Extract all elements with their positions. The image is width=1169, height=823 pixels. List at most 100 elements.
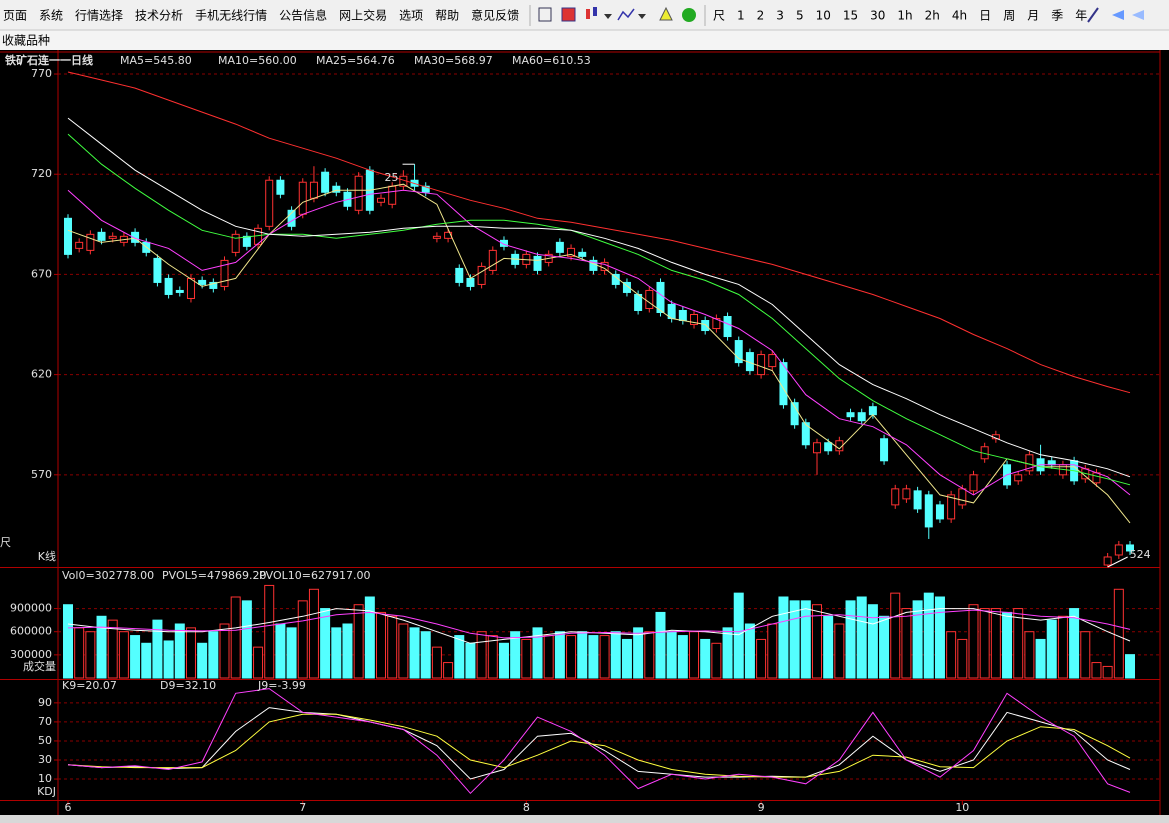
volume-bar [118,631,129,679]
volume-bar [968,604,979,679]
panel-label: 成交量 [23,659,56,673]
y-tick-label: 10 [38,772,52,785]
volume-bar [990,608,1001,679]
volume-bar [163,640,174,679]
volume-bar [174,623,185,679]
legend-entry: PVOL10=627917.00 [259,569,370,582]
candle-body [488,249,497,271]
icon[interactable] [586,9,590,19]
volume-bar [946,631,957,679]
volume-bar [85,631,96,679]
candle-body [153,257,162,283]
candle-body [902,488,911,500]
menu-item[interactable]: 意见反馈 [471,8,519,23]
period-button[interactable]: 30 [870,9,885,23]
period-button[interactable]: 15 [843,9,858,23]
y-tick-label: 300000 [10,648,52,661]
candle-body [186,277,195,299]
candle-body [332,185,341,193]
menu-item[interactable]: 手机无线行情 [195,9,267,23]
volume-bar [331,627,342,679]
icon[interactable] [561,7,576,22]
legend-entry: J9=-3.99 [257,679,306,692]
candle-body [701,320,710,332]
volume-bar [789,600,800,679]
icon[interactable] [604,14,612,19]
icon[interactable] [1112,10,1124,20]
volume-bar [454,635,465,679]
menu-item[interactable]: 系统 [39,9,63,23]
menu-item[interactable]: 页面 [3,9,27,23]
volume-bar [253,646,264,679]
candle-body [801,422,810,446]
volume-bar [577,631,588,679]
volume-bar [767,623,778,679]
candle-body [75,241,84,249]
annotation: 25 [385,171,399,184]
candle-body [1103,556,1112,566]
legend-entry: MA30=568.97 [414,54,493,67]
period-button[interactable]: 2h [925,9,940,23]
menu-item[interactable]: 技术分析 [135,9,183,23]
indicator-line [67,117,1131,478]
candle-body [175,289,184,293]
period-button[interactable]: 年 [1075,9,1087,23]
menu-item[interactable]: 网上交易 [339,8,387,23]
volume-bar [744,623,755,679]
period-button[interactable]: 10 [816,9,831,23]
volume-bar [510,631,521,679]
volume-bar [264,584,275,679]
icon[interactable] [638,14,646,19]
candle-body [690,314,699,326]
period-button[interactable]: 月 [1027,9,1039,23]
volume-bar [756,638,767,679]
volume-bar [208,631,219,679]
volume-bar [689,631,700,679]
volume-bar [1013,608,1024,679]
volume-bar [912,600,923,679]
icon[interactable] [538,7,552,22]
volume-bar [867,604,878,679]
candle-body [321,171,330,193]
icon[interactable] [617,8,635,21]
period-button[interactable]: 4h [952,9,967,23]
candle-body [287,209,296,227]
favorites-label[interactable]: 收藏品种 [2,34,50,48]
period-button[interactable]: 1h [897,9,912,23]
period-button[interactable]: 周 [1003,9,1015,23]
period-button[interactable]: 日 [979,9,991,23]
indicator-line [67,189,1131,496]
icon[interactable] [659,6,673,21]
menu-item[interactable]: 行情选择 [75,9,123,23]
candle-body [198,279,207,285]
candle-body [1047,460,1056,466]
menu-item[interactable]: 选项 [399,9,423,23]
icon[interactable] [682,8,696,22]
period-button[interactable]: 3 [776,9,784,23]
menu-item[interactable]: 帮助 [435,9,459,23]
period-button[interactable]: 季 [1051,9,1063,23]
candle-body [678,309,687,322]
candle-body [969,474,978,492]
volume-bar [677,635,688,679]
volume-bar [487,635,498,679]
period-button[interactable]: 尺 [713,9,725,23]
period-button[interactable]: 5 [796,9,804,23]
volume-bar [811,604,822,679]
volume-legend: Vol0=302778.00 [62,569,154,582]
icon[interactable] [1087,7,1099,23]
chart-title: 铁矿石连一一日线 [5,53,93,67]
candle-body [567,247,576,257]
annotation: 524 [1130,548,1151,561]
volume-bar [845,600,856,679]
menu-item[interactable]: 公告信息 [279,8,327,23]
icon[interactable] [593,7,597,16]
legend-entry: MA60=610.53 [512,54,591,67]
icon[interactable] [1132,10,1144,20]
period-button[interactable]: 2 [757,9,765,23]
legend-entry: MA25=564.76 [316,54,395,67]
volume-bar [197,642,208,679]
candle-body [388,185,397,205]
period-button[interactable]: 1 [737,9,745,23]
candle-body [868,406,877,416]
